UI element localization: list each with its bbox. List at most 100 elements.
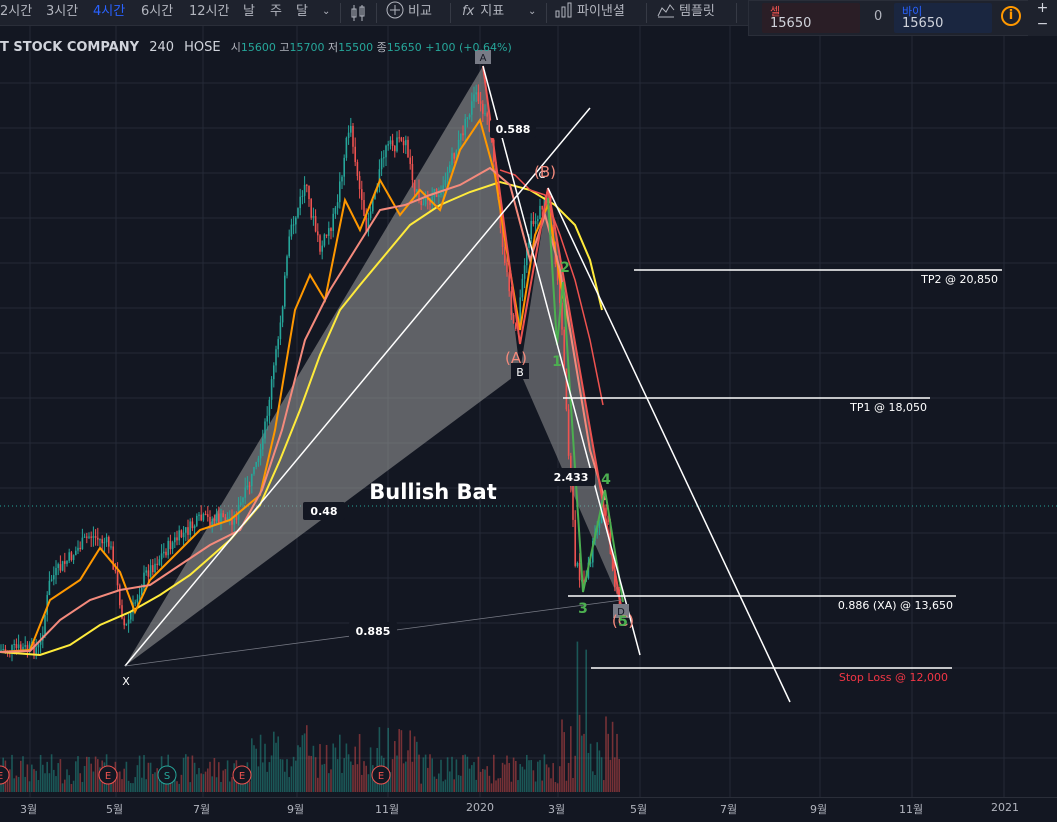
- candle-type-icon[interactable]: [350, 0, 366, 26]
- info-icon[interactable]: i: [1001, 6, 1021, 26]
- interval-month[interactable]: 달: [296, 4, 308, 19]
- interval-12h[interactable]: 12시간: [189, 4, 230, 19]
- volume-bar: [79, 773, 81, 792]
- volume-bar: [308, 755, 310, 792]
- minus-icon[interactable]: −: [1036, 16, 1049, 32]
- volume-bar: [325, 744, 328, 792]
- volume-bar: [226, 760, 229, 792]
- volume-bar: [433, 776, 436, 792]
- volume-bar: [460, 775, 462, 792]
- volume-bar: [556, 783, 559, 792]
- volume-bar: [444, 779, 447, 792]
- volume-bar: [378, 727, 381, 792]
- interval-2h[interactable]: 2시간: [0, 4, 33, 19]
- volume-bar: [446, 757, 449, 792]
- volume-bar: [251, 738, 253, 792]
- volume-bar: [457, 775, 460, 792]
- candle-body: [308, 185, 310, 200]
- price-chart[interactable]: TP2 @ 20,850 TP1 @ 18,050 0.886 (XA) @ 1…: [0, 26, 1057, 797]
- volume-bar: [301, 735, 304, 792]
- volume-bar: [477, 756, 480, 792]
- volume-bar: [407, 750, 409, 792]
- price-levels[interactable]: [563, 269, 1002, 669]
- volume-bar: [336, 759, 339, 792]
- candle-body: [81, 537, 84, 550]
- candle-body: [22, 646, 24, 650]
- volume-bar: [61, 783, 64, 792]
- interval-3h[interactable]: 3시간: [46, 4, 79, 19]
- interval-week[interactable]: 주: [270, 4, 282, 19]
- templates-label: 템플릿: [679, 4, 715, 19]
- candle-body: [123, 618, 125, 626]
- compare-button[interactable]: 비교: [386, 0, 432, 26]
- plus-icon[interactable]: +: [1036, 0, 1049, 16]
- volume-bar: [581, 735, 583, 792]
- interval-6h[interactable]: 6시간: [141, 4, 174, 19]
- candle-body: [83, 536, 86, 538]
- candle-body: [180, 530, 183, 538]
- interval-4h[interactable]: 4시간: [93, 4, 126, 19]
- volume-bar: [72, 780, 75, 792]
- volume-bar: [616, 733, 618, 792]
- buy-button[interactable]: 바이 15650: [894, 3, 992, 33]
- volume-bar: [77, 756, 79, 792]
- candle-body: [572, 486, 574, 520]
- volume-bar: [163, 781, 165, 792]
- volume-bar: [468, 768, 471, 792]
- symbol-name[interactable]: T STOCK COMPANY: [0, 40, 140, 55]
- svg-text:D: D: [617, 607, 625, 618]
- volume-bar: [108, 778, 110, 792]
- time-axis[interactable]: 3월 5월 7월 9월 11월 2020 3월 5월 7월 9월 11월 202…: [0, 797, 1057, 822]
- symbol-legend[interactable]: T STOCK COMPANY 240 HOSE 시15600 고15700 저…: [0, 39, 512, 55]
- candle-body: [424, 198, 427, 205]
- high-value: 15700: [289, 41, 325, 54]
- volume-bar: [9, 769, 11, 792]
- candle-body: [215, 513, 218, 521]
- volume-bar: [130, 783, 132, 792]
- candle-body: [523, 265, 526, 279]
- candle-body: [561, 302, 563, 330]
- candle-body: [578, 563, 581, 581]
- candle-body: [457, 139, 460, 151]
- sell-button[interactable]: 셀 15650: [762, 3, 860, 33]
- volume-bar: [607, 733, 609, 792]
- volume-bar: [149, 762, 152, 792]
- volume-bar: [583, 733, 585, 792]
- candle-body: [374, 191, 376, 200]
- candle-body: [341, 176, 343, 182]
- volume-bar: [369, 747, 372, 792]
- candle-body: [198, 514, 200, 516]
- trend-lines[interactable]: [124, 65, 791, 703]
- volume-bar: [174, 777, 176, 792]
- volume-bar: [482, 768, 484, 792]
- volume-bar: [570, 726, 572, 792]
- candle-body: [330, 228, 332, 231]
- volume-bar: [264, 743, 266, 792]
- templates-button[interactable]: 템플릿: [657, 0, 715, 26]
- candle-body: [576, 563, 579, 566]
- candle-body: [378, 169, 381, 188]
- interval-dropdown-icon[interactable]: ⌄: [322, 6, 331, 17]
- volume-bar: [592, 771, 594, 792]
- candle-body: [44, 614, 46, 635]
- wave-b-label: (B): [534, 163, 556, 181]
- event-markers[interactable]: E E S E E: [0, 765, 391, 785]
- candle-body: [367, 218, 370, 232]
- candle-body: [339, 181, 341, 203]
- candle-body: [158, 559, 161, 565]
- low-value: 15500: [338, 41, 374, 54]
- financials-button[interactable]: 파이낸셜: [555, 0, 625, 26]
- candle-body: [530, 220, 532, 239]
- indicators-button[interactable]: fx 지표: [462, 0, 504, 26]
- volume-bar: [596, 742, 598, 792]
- interval-day[interactable]: 날: [243, 4, 255, 19]
- volume-bar: [123, 768, 125, 792]
- event-marker-earnings: E: [371, 765, 391, 785]
- candle-body: [174, 537, 176, 543]
- volume-bar: [202, 774, 205, 792]
- indicators-dropdown-icon[interactable]: ⌄: [528, 6, 537, 17]
- candle-body: [321, 245, 323, 252]
- candle-body: [50, 579, 53, 581]
- candle-body: [160, 553, 163, 560]
- candle-body: [394, 145, 396, 152]
